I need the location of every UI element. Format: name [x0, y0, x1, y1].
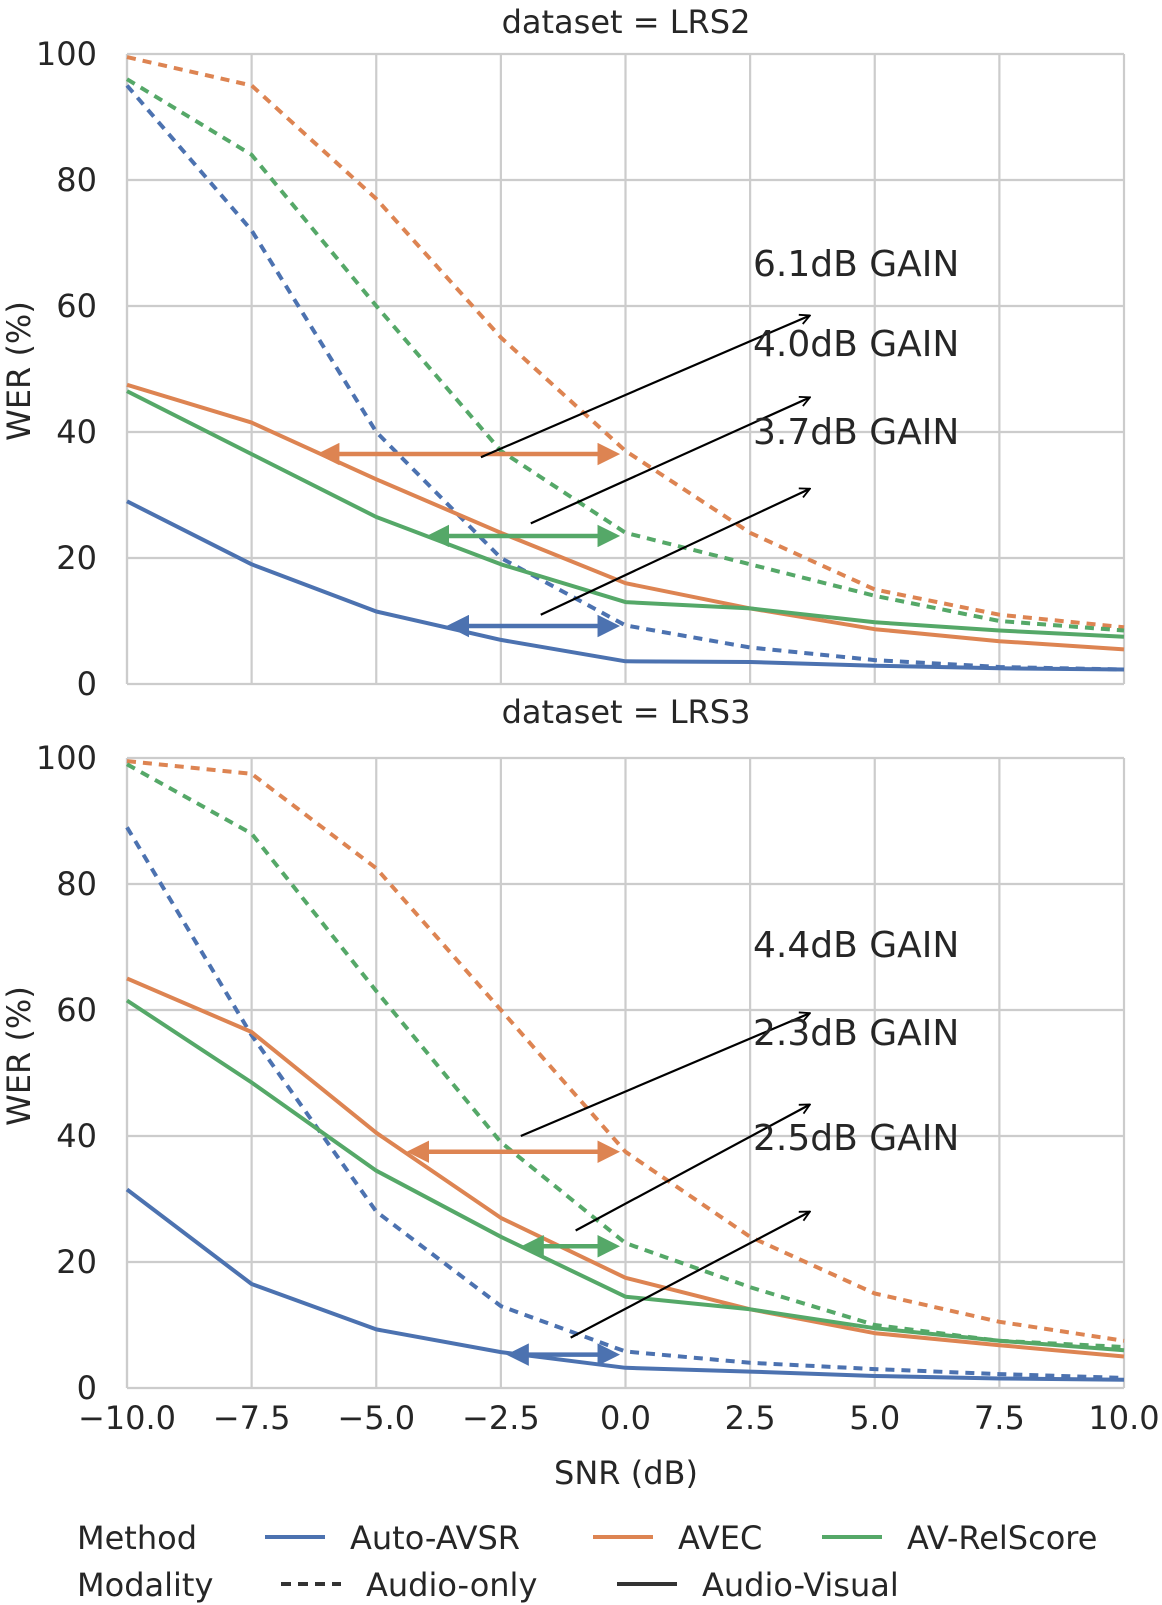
legend-method-title: Method	[77, 1519, 197, 1557]
line-av-relscore-audio-visual	[126, 389, 1125, 639]
series-lines	[125, 55, 1125, 672]
gain-label-av-relscore: 4.0dB GAIN	[753, 324, 959, 365]
y-tick-labels: 0 20 40 60 80 100	[36, 739, 97, 1407]
gain-label-auto-avsr: 2.5dB GAIN	[753, 1118, 959, 1159]
panel-title: dataset = LRS3	[502, 693, 751, 731]
x-tick-label: 10.0	[1088, 1399, 1159, 1437]
line-auto-avsr-audio-visual	[126, 499, 1125, 672]
legend-label-audio-visual: Audio-Visual	[702, 1566, 899, 1604]
line-av-relscore-audio-visual	[125, 998, 1125, 1353]
x-tick-label: 2.5	[725, 1399, 776, 1437]
line-avec-audio-visual	[126, 976, 1125, 1359]
line-auto-avsr-audio-only	[125, 826, 1125, 1380]
legend-label-av-relscore: AV-RelScore	[907, 1519, 1097, 1557]
gain-pointer-avec	[480, 315, 810, 459]
x-tick-label: −10.0	[78, 1399, 176, 1437]
y-tick-labels: 0 20 40 60 80 100	[36, 35, 97, 703]
x-tick-label: 5.0	[849, 1399, 900, 1437]
panel-lrs3: dataset = LRS3 WER (%) 0 20 40 60 80 100 4.4d…	[0, 693, 1126, 1407]
x-tick-label: 7.5	[974, 1399, 1025, 1437]
y-tick-label: 0	[77, 1369, 97, 1407]
legend-label-audio-only: Audio-only	[366, 1566, 537, 1604]
y-tick-label: 60	[56, 287, 97, 325]
gain-pointer-av-relscore	[530, 397, 810, 525]
y-tick-label: 80	[56, 161, 97, 199]
legend: Method Auto-AVSR AVEC AV-RelScore Modali…	[77, 1519, 1097, 1604]
y-tick-label: 40	[56, 1117, 97, 1155]
legend-label-auto-avsr: Auto-AVSR	[350, 1519, 520, 1557]
x-tick-label: −2.5	[462, 1399, 540, 1437]
line-av-relscore-audio-only	[125, 77, 1125, 633]
legend-label-avec: AVEC	[678, 1519, 762, 1557]
y-tick-label: 20	[56, 1243, 97, 1281]
y-axis-label: WER (%)	[0, 301, 38, 441]
gain-label-avec: 6.1dB GAIN	[753, 244, 959, 285]
series-lines	[125, 759, 1125, 1382]
x-tick-label: 0.0	[600, 1399, 651, 1437]
gain-label-av-relscore: 2.3dB GAIN	[753, 1013, 959, 1054]
y-tick-label: 100	[36, 35, 97, 73]
y-tick-label: 40	[56, 413, 97, 451]
y-axis-label: WER (%)	[0, 986, 38, 1126]
panel-title: dataset = LRS2	[502, 3, 751, 41]
line-auto-avsr-audio-visual	[125, 1187, 1125, 1382]
y-tick-label: 60	[56, 991, 97, 1029]
legend-modality-title: Modality	[77, 1566, 213, 1604]
x-tick-label: −7.5	[213, 1399, 291, 1437]
gain-pointer-auto-avsr	[540, 489, 810, 616]
grid	[125, 756, 1126, 1390]
y-tick-label: 0	[77, 665, 97, 703]
y-tick-label: 20	[56, 539, 97, 577]
y-tick-label: 80	[56, 865, 97, 903]
panel-lrs2: dataset = LRS2 WER (%) 0 20 40 60 80 100 6.1d…	[0, 3, 1126, 703]
gain-pointer-avec	[520, 1013, 810, 1138]
gain-annotations: 4.4dB GAIN 2.3dB GAIN 2.5dB GAIN	[406, 925, 959, 1366]
line-avec-audio-only	[126, 759, 1125, 1343]
y-tick-label: 100	[36, 739, 97, 777]
grid	[125, 52, 1126, 686]
gain-annotations: 6.1dB GAIN 4.0dB GAIN 3.7dB GAIN	[316, 244, 959, 638]
x-axis-label: SNR (dB)	[554, 1454, 698, 1492]
gain-pointer-auto-avsr	[570, 1210, 810, 1339]
line-avec-audio-visual	[126, 382, 1125, 652]
line-avec-audio-only	[126, 55, 1125, 630]
x-tick-label: −5.0	[337, 1399, 415, 1437]
x-tick-labels: −10.0 −7.5 −5.0 −2.5 0.0 2.5 5.0 7.5 10.0	[78, 1399, 1160, 1437]
gain-pointer-av-relscore	[575, 1103, 810, 1232]
gain-label-avec: 4.4dB GAIN	[753, 925, 959, 966]
gain-label-auto-avsr: 3.7dB GAIN	[753, 412, 959, 453]
